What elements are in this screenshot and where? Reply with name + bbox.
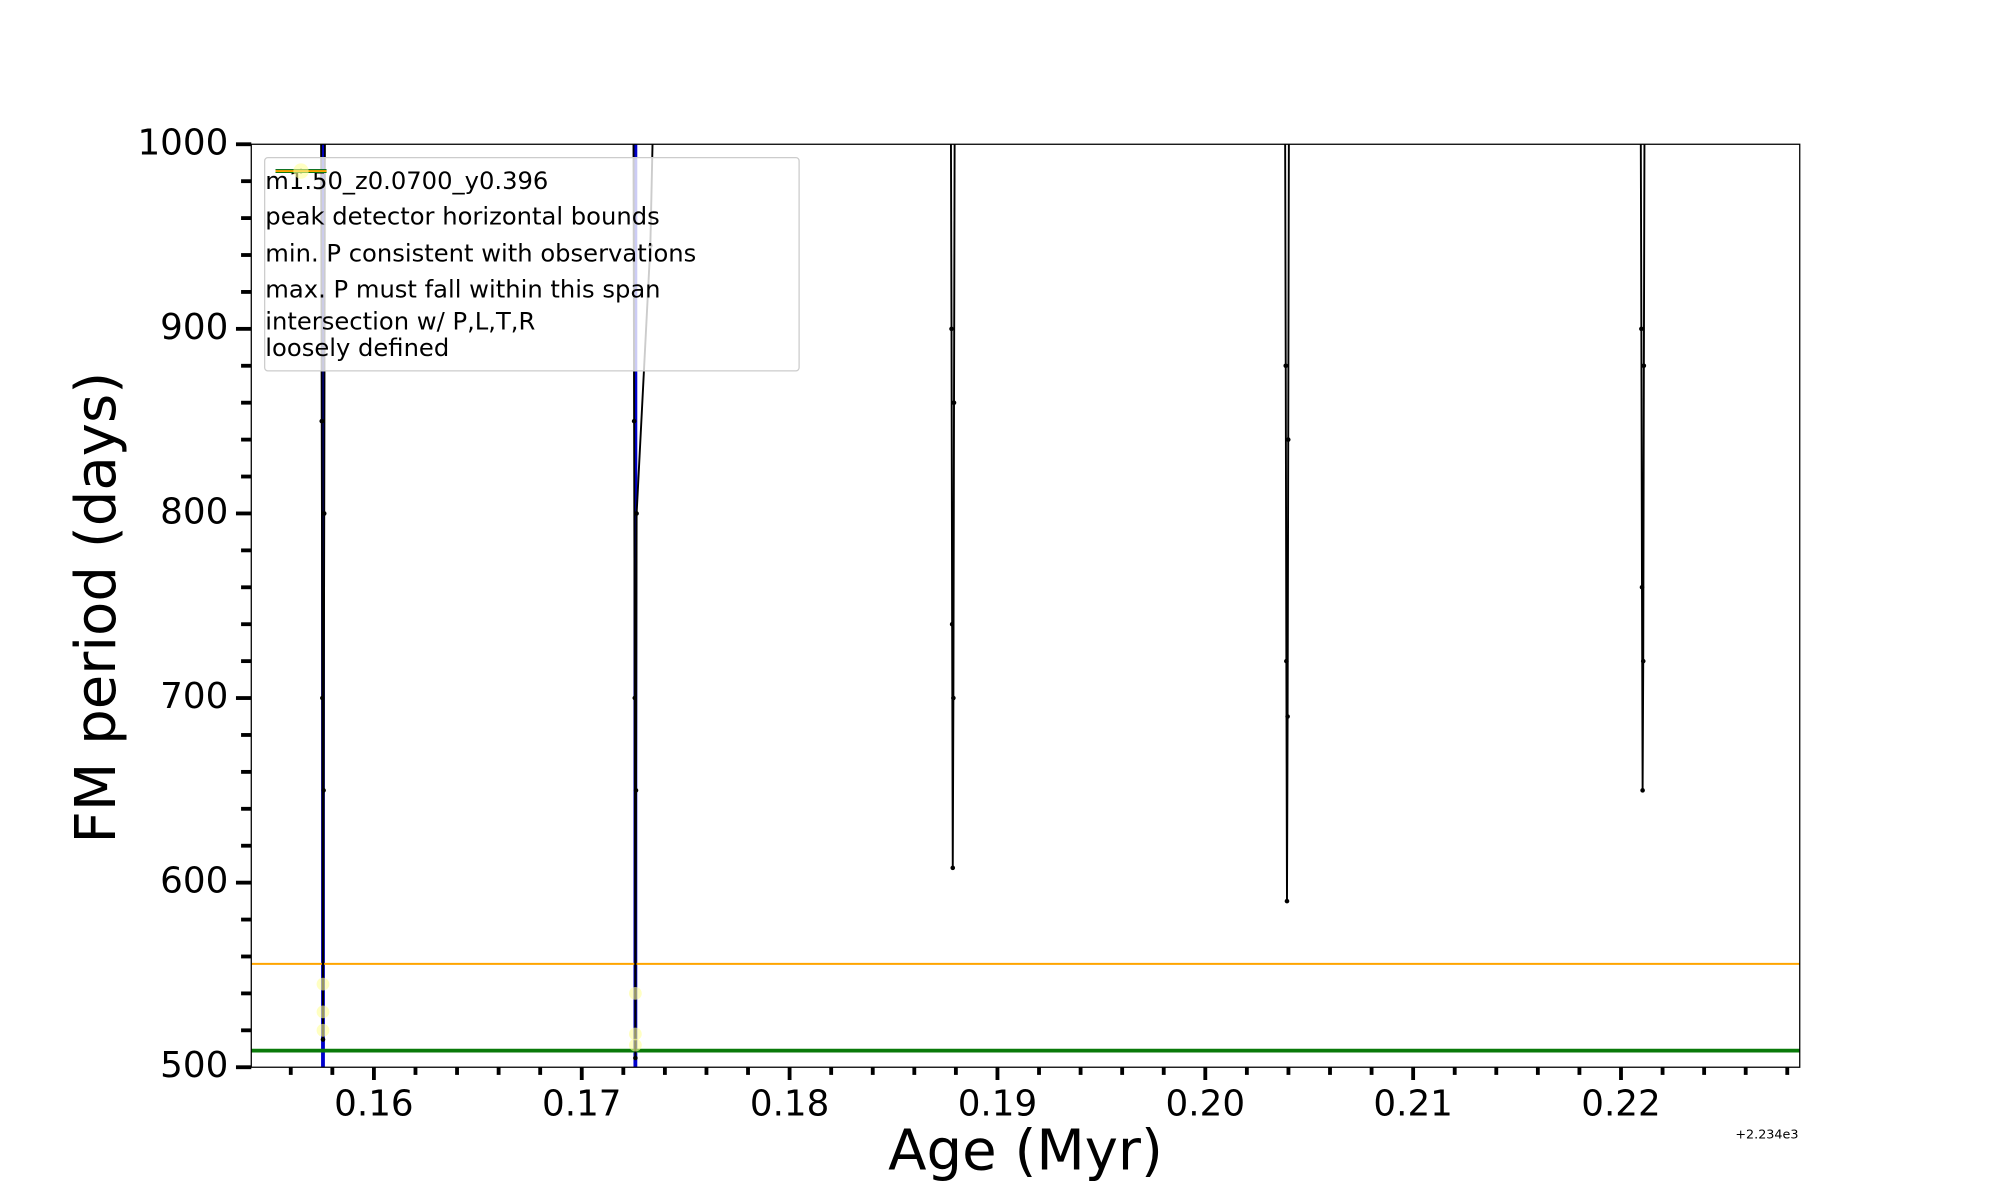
x-tick-label: 0.16 (334, 1084, 413, 1125)
data-point (652, 50, 657, 55)
scatter-point (629, 987, 642, 1000)
data-point (1640, 658, 1646, 664)
x-tick-label: 0.19 (958, 1084, 1037, 1125)
data-point (951, 400, 957, 405)
data-point (633, 1055, 638, 1061)
scatter-point (316, 977, 330, 991)
legend-swatch (293, 163, 309, 179)
y-tick-label: 700 (160, 676, 228, 717)
axes: 0.16 0.17 0.18 0.19 0.20 0.21 0.22 500 600 700 800… (137, 122, 1790, 1125)
data-point (1639, 326, 1644, 332)
data-point (1283, 50, 1288, 55)
legend-entry: min. P consistent with observations (265, 169, 798, 272)
legend-label: min. P consistent with observations (265, 239, 697, 268)
legend-key (293, 163, 309, 179)
legend-label: peak detector horizontal bounds (265, 203, 660, 232)
scatter-point (316, 1005, 330, 1019)
legend-entry: peak detector horizontal bounds (265, 169, 798, 236)
data-point (631, 418, 637, 424)
data-point (323, 50, 328, 55)
x-tick-label: 0.18 (750, 1084, 829, 1125)
y-tick-label: 1000 (137, 122, 228, 163)
legend-entry: max. P must fall within this span (265, 170, 798, 309)
data-point (951, 695, 956, 701)
data-point (1640, 788, 1645, 793)
x-axis-label: Age (Myr) (888, 1119, 1163, 1184)
data-point (950, 865, 956, 871)
data-point (634, 511, 639, 516)
data-point (321, 511, 327, 516)
data-point (949, 326, 954, 332)
y-tick-label: 900 (160, 307, 228, 348)
data-line (320, 144, 1646, 1059)
x-tick-label: 0.17 (542, 1084, 621, 1125)
x-tick-label: 0.21 (1373, 1084, 1452, 1125)
data-point (321, 788, 326, 793)
legend-entry: intersection w/ P,L,T,R loosely defined (265, 163, 798, 363)
data-point (1287, 50, 1292, 55)
legend-label: intersection w/ P,L,T,R loosely defined (265, 307, 536, 363)
data-point (1285, 714, 1290, 719)
data-point (631, 50, 636, 55)
data-point (1284, 898, 1290, 904)
data-point (1638, 50, 1643, 55)
y-tick-label: 800 (160, 491, 228, 532)
y-axis-label: FM period (days) (64, 372, 129, 844)
data-point (1285, 437, 1291, 442)
data-point (1283, 363, 1289, 369)
data-point (320, 1037, 326, 1042)
legend-label: max. P must fall within this span (265, 276, 661, 305)
scatter-point (629, 1038, 642, 1052)
x-tick-label: 0.22 (1581, 1084, 1660, 1125)
data-point (632, 695, 638, 701)
data-point (1284, 658, 1289, 664)
legend-entry: m1.50_z0.0700_y0.396 (265, 163, 798, 199)
data-point (1641, 363, 1647, 369)
scatter-point (316, 1023, 330, 1037)
data-point (319, 50, 324, 55)
data-point (319, 418, 325, 424)
data-point (1642, 50, 1647, 55)
data-point (949, 621, 955, 627)
y-tick-label: 600 (160, 861, 228, 902)
data-point (948, 50, 953, 55)
scatter-point (629, 1027, 642, 1041)
data-point (953, 50, 958, 55)
data-point (633, 788, 639, 793)
x-tick-label: 0.20 (1166, 1084, 1245, 1125)
data-point (320, 695, 325, 701)
axes-frame (250, 143, 1801, 1068)
x-offset-label: +2.234e3 (1735, 1127, 1798, 1142)
data-point (1639, 584, 1645, 590)
y-tick-label: 500 (160, 1045, 228, 1086)
